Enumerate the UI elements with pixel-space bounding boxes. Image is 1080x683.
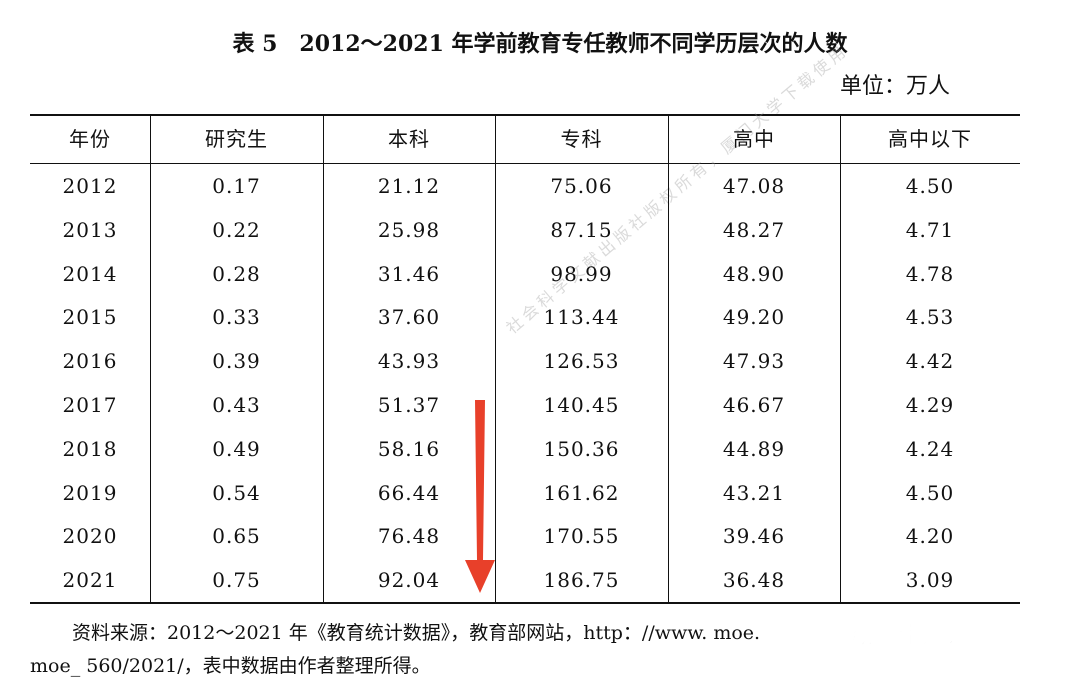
column-header: 高中以下 [888, 127, 972, 151]
bottom-rule [30, 602, 1020, 604]
table-cell: 48.27 [722, 217, 786, 242]
table-cell: 161.62 [543, 480, 620, 505]
table-cell: 0.22 [212, 217, 261, 242]
table-cell: 3.09 [905, 568, 955, 593]
table-cell: 21.12 [377, 174, 441, 198]
table-cell: 4.42 [905, 349, 955, 374]
table-cell: 51.37 [377, 393, 441, 417]
table-cell: 92.04 [377, 568, 441, 593]
table-title: 表 5 2012～2021 年学前教育专任教师不同学历层次的人数 [232, 31, 848, 57]
table-cell: 39.46 [722, 524, 786, 549]
table-cell: 75.06 [550, 174, 613, 198]
table-cell: 2017 [62, 393, 118, 417]
column-rule [150, 115, 151, 603]
table-cell: 4.50 [905, 480, 955, 505]
column-header: 专科 [560, 127, 603, 151]
header-rule [30, 163, 1020, 164]
column-header: 高中 [733, 127, 775, 151]
table-cell: 2021 [62, 568, 118, 593]
arrow-shape [465, 400, 495, 593]
table-cell: 76.48 [377, 524, 441, 549]
table-cell: 4.78 [905, 261, 955, 286]
table-cell: 4.24 [905, 436, 955, 461]
table-cell: 4.50 [905, 174, 955, 198]
table-cell: 48.90 [722, 261, 786, 286]
table-cell: 25.98 [377, 217, 441, 242]
table-cell: 47.93 [722, 349, 786, 374]
column-header: 本科 [388, 127, 430, 151]
table-cell: 49.20 [722, 305, 786, 330]
table-cell: 2016 [62, 349, 118, 374]
table-cell: 0.75 [212, 568, 261, 593]
table-cell: 46.67 [722, 393, 786, 417]
table-cell: 87.15 [550, 217, 613, 242]
column-header: 年份 [69, 127, 111, 151]
table-cell: 4.53 [905, 305, 955, 330]
table-cell: 0.65 [212, 524, 261, 549]
source-note: 资料来源：2012～2021 年《教育统计数据》，教育部网站，http：//ww… [72, 622, 761, 644]
table-cell: 140.45 [543, 393, 620, 417]
table-cell: 4.71 [905, 217, 955, 242]
column-rule [323, 115, 324, 603]
column-header: 研究生 [205, 127, 268, 151]
table-cell: 36.48 [722, 568, 786, 593]
column-rule [495, 115, 496, 603]
table-cell: 150.36 [543, 436, 620, 461]
table-cell: 0.39 [212, 349, 261, 374]
red-arrow [465, 400, 495, 593]
table-cell: 0.17 [212, 174, 261, 198]
table-cell: 2015 [62, 305, 118, 330]
brand-overlay: 劢哥生涯课堂 [850, 621, 995, 650]
table-cell: 98.99 [550, 261, 613, 286]
source-note: moe_ 560/2021/，表中数据由作者整理所得。 [30, 655, 431, 677]
table-cell: 0.33 [212, 305, 261, 330]
table-cell: 47.08 [722, 174, 786, 198]
table-cell: 2020 [62, 524, 118, 549]
column-rule [668, 115, 669, 603]
table-cell: 66.44 [377, 480, 441, 505]
unit-label: 单位：万人 [840, 74, 951, 99]
table-cell: 2012 [62, 174, 118, 198]
table-cell: 126.53 [543, 349, 620, 374]
top-rule [30, 114, 1020, 116]
table-cell: 2018 [62, 436, 118, 461]
table-cell: 43.21 [722, 480, 786, 505]
table-cell: 186.75 [543, 568, 620, 593]
table-cell: 0.54 [212, 480, 261, 505]
table-cell: 0.28 [212, 261, 261, 286]
table-cell: 170.55 [543, 524, 620, 549]
table-cell: 2013 [62, 217, 118, 242]
table-cell: 0.49 [212, 436, 261, 461]
table-cell: 4.20 [905, 524, 955, 549]
table-cell: 2019 [62, 480, 118, 505]
table-cell: 113.44 [543, 305, 620, 330]
table-cell: 4.29 [905, 393, 955, 417]
column-rule [840, 115, 841, 603]
table-cell: 44.89 [722, 436, 786, 461]
table-cell: 31.46 [377, 261, 441, 286]
table-cell: 37.60 [377, 305, 441, 330]
table-cell: 43.93 [377, 349, 441, 374]
table-cell: 58.16 [377, 436, 441, 461]
table-cell: 2014 [62, 261, 118, 286]
table-cell: 0.43 [212, 393, 261, 417]
